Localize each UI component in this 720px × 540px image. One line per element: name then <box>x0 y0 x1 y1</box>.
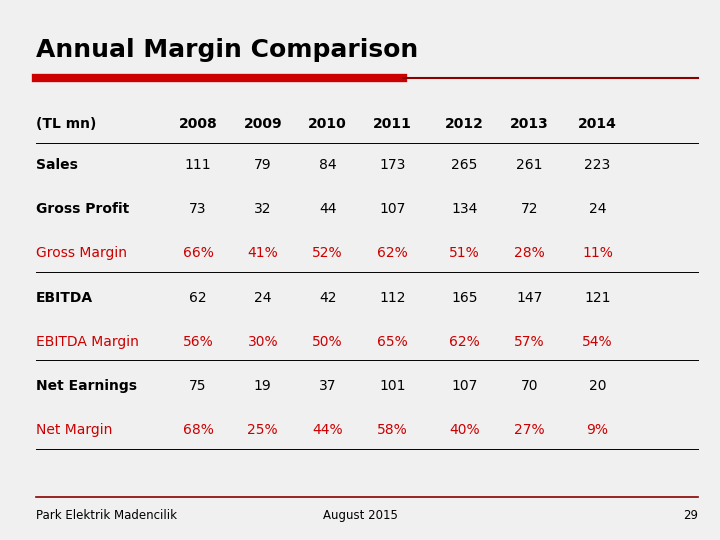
Text: 72: 72 <box>521 202 538 216</box>
Text: 2009: 2009 <box>243 117 282 131</box>
Text: 147: 147 <box>516 291 542 305</box>
Text: 11%: 11% <box>582 246 613 260</box>
Text: 68%: 68% <box>183 423 213 437</box>
Text: 65%: 65% <box>377 335 408 349</box>
Text: EBITDA: EBITDA <box>36 291 93 305</box>
Text: 51%: 51% <box>449 246 480 260</box>
Text: 261: 261 <box>516 158 542 172</box>
Text: 173: 173 <box>379 158 405 172</box>
Text: 57%: 57% <box>514 335 544 349</box>
Text: 24: 24 <box>589 202 606 216</box>
Text: 37: 37 <box>319 379 336 393</box>
Text: EBITDA Margin: EBITDA Margin <box>36 335 139 349</box>
Text: Park Elektrik Madencilik: Park Elektrik Madencilik <box>36 509 177 522</box>
Text: 56%: 56% <box>183 335 213 349</box>
Text: 121: 121 <box>585 291 611 305</box>
Text: Annual Margin Comparison: Annual Margin Comparison <box>36 38 418 62</box>
Text: Gross Margin: Gross Margin <box>36 246 127 260</box>
Text: 265: 265 <box>451 158 477 172</box>
Text: 70: 70 <box>521 379 538 393</box>
Text: 42: 42 <box>319 291 336 305</box>
Text: 111: 111 <box>185 158 211 172</box>
Text: Net Earnings: Net Earnings <box>36 379 137 393</box>
Text: 41%: 41% <box>248 246 278 260</box>
Text: 19: 19 <box>254 379 271 393</box>
Text: 25%: 25% <box>248 423 278 437</box>
Text: 58%: 58% <box>377 423 408 437</box>
Text: 107: 107 <box>451 379 477 393</box>
Text: 62%: 62% <box>449 335 480 349</box>
Text: 112: 112 <box>379 291 405 305</box>
Text: 75: 75 <box>189 379 207 393</box>
Text: 44%: 44% <box>312 423 343 437</box>
Text: 20: 20 <box>589 379 606 393</box>
Text: 134: 134 <box>451 202 477 216</box>
Text: 2014: 2014 <box>578 117 617 131</box>
Text: 50%: 50% <box>312 335 343 349</box>
Text: August 2015: August 2015 <box>323 509 397 522</box>
Text: 73: 73 <box>189 202 207 216</box>
Text: 44: 44 <box>319 202 336 216</box>
Text: 2008: 2008 <box>179 117 217 131</box>
Text: 223: 223 <box>585 158 611 172</box>
Text: 62: 62 <box>189 291 207 305</box>
Text: 66%: 66% <box>183 246 213 260</box>
Text: 52%: 52% <box>312 246 343 260</box>
Text: 79: 79 <box>254 158 271 172</box>
Text: Sales: Sales <box>36 158 78 172</box>
Text: 32: 32 <box>254 202 271 216</box>
Text: (TL mn): (TL mn) <box>36 117 96 131</box>
Text: 40%: 40% <box>449 423 480 437</box>
Text: Net Margin: Net Margin <box>36 423 112 437</box>
Text: Gross Profit: Gross Profit <box>36 202 130 216</box>
Text: 84: 84 <box>319 158 336 172</box>
Text: 2010: 2010 <box>308 117 347 131</box>
Text: 62%: 62% <box>377 246 408 260</box>
Text: 9%: 9% <box>587 423 608 437</box>
Text: 27%: 27% <box>514 423 544 437</box>
Text: 2012: 2012 <box>445 117 484 131</box>
Text: 54%: 54% <box>582 335 613 349</box>
Text: 107: 107 <box>379 202 405 216</box>
Text: 2011: 2011 <box>373 117 412 131</box>
Text: 24: 24 <box>254 291 271 305</box>
Text: 29: 29 <box>683 509 698 522</box>
Text: 2013: 2013 <box>510 117 549 131</box>
Text: 101: 101 <box>379 379 405 393</box>
Text: 30%: 30% <box>248 335 278 349</box>
Text: 165: 165 <box>451 291 477 305</box>
Text: 28%: 28% <box>514 246 544 260</box>
